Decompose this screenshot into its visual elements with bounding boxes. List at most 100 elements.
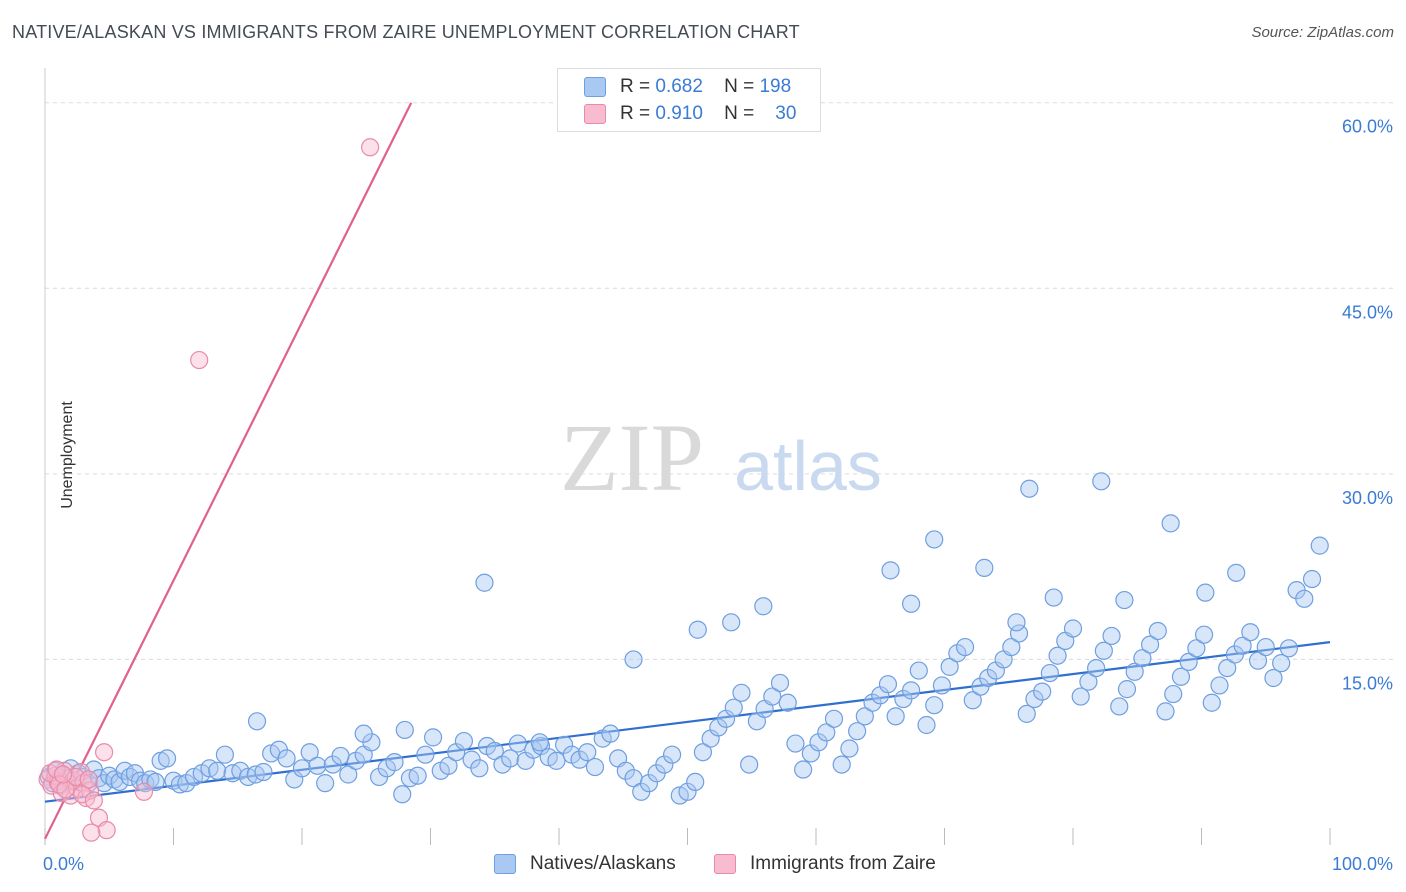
point-natives (1164, 684, 1183, 704)
trend-line-natives (44, 641, 1331, 803)
point-zaire (56, 780, 75, 799)
point-natives (639, 774, 659, 793)
point-natives (1194, 625, 1214, 644)
point-natives (601, 724, 620, 743)
point-natives (909, 661, 928, 680)
point-natives (110, 772, 129, 792)
legend-n-label: N = (724, 103, 755, 124)
source-label: Source: ZipAtlas.com (1251, 24, 1394, 41)
point-zaire (97, 821, 116, 840)
watermark-zip: ZIP (560, 404, 704, 511)
point-natives (932, 676, 952, 695)
point-natives (1025, 689, 1044, 709)
point-natives (1241, 623, 1260, 642)
point-natives (1272, 654, 1291, 673)
point-natives (863, 693, 882, 712)
legend-swatch-blue (584, 77, 606, 97)
point-natives (423, 728, 443, 747)
legend-n-label: N = (724, 76, 755, 97)
point-natives (732, 683, 751, 702)
point-natives (662, 745, 682, 764)
point-natives (1196, 583, 1215, 602)
point-natives (794, 760, 813, 779)
y-tick-label: 30.0% (1342, 488, 1393, 508)
point-zaire (79, 770, 98, 789)
x-tick-label-min: 0.0% (43, 854, 84, 874)
point-natives (454, 731, 474, 751)
point-natives (855, 707, 874, 726)
legend-r-value: 0.910 (655, 103, 703, 124)
point-natives (754, 597, 773, 616)
point-natives (881, 561, 900, 580)
point-natives (146, 772, 165, 792)
tick-labels: 15.0% 30.0% 45.0% 60.0% 0.0% 100.0% (43, 117, 1393, 874)
point-natives (1210, 676, 1229, 695)
point-natives (901, 681, 921, 700)
trend-line-zaire (44, 102, 413, 840)
point-natives (832, 755, 851, 774)
point-natives (1227, 563, 1246, 582)
legend-label-zaire: Immigrants from Zaire (750, 853, 936, 874)
point-natives (1007, 613, 1026, 632)
point-natives (975, 558, 994, 577)
point-natives (316, 774, 335, 793)
point-natives (254, 762, 273, 782)
legend-r-label: R = (620, 76, 651, 97)
point-natives (688, 620, 707, 639)
legend-item-zaire[interactable]: Immigrants from Zaire (714, 852, 936, 876)
legend-n-value: 30 (775, 103, 797, 124)
point-natives (485, 741, 504, 761)
point-natives (1044, 588, 1063, 607)
trend-lines (44, 102, 1331, 840)
point-natives (655, 755, 674, 774)
point-natives (1233, 636, 1252, 655)
legend-r-value: 0.682 (655, 76, 703, 97)
point-natives (686, 772, 705, 792)
point-natives (786, 734, 805, 753)
watermark: ZIP atlas (560, 404, 882, 511)
point-natives (1110, 697, 1129, 716)
point-natives (157, 749, 177, 768)
point-natives (215, 745, 234, 764)
point-natives (300, 743, 319, 762)
point-natives (1094, 641, 1113, 660)
point-natives (385, 753, 404, 772)
point-natives (778, 693, 797, 712)
point-natives (770, 673, 790, 693)
point-natives (1017, 704, 1036, 723)
point-natives (955, 637, 975, 657)
point-natives (809, 733, 828, 752)
point-zaire (134, 782, 154, 801)
point-natives (1033, 682, 1052, 701)
legend-item-natives[interactable]: Natives/Alaskans (494, 852, 676, 876)
point-natives (247, 712, 267, 731)
point-natives (1248, 651, 1268, 670)
point-natives (1218, 658, 1237, 678)
point-natives (416, 745, 435, 764)
point-natives (1009, 624, 1029, 643)
point-natives (1020, 479, 1039, 498)
legend-row-natives: R = 0.682 N = 198 (584, 75, 791, 99)
point-natives (1102, 626, 1121, 646)
point-natives (331, 746, 350, 766)
point-zaire (361, 138, 380, 157)
point-natives (1202, 693, 1221, 712)
legend-row-zaire: R = 0.910 N = 30 (584, 102, 796, 126)
point-natives (555, 735, 574, 754)
point-natives (616, 761, 635, 780)
point-natives (840, 739, 859, 758)
point-zaire (71, 762, 91, 782)
point-natives (1115, 590, 1134, 610)
point-natives (208, 761, 227, 780)
point-natives (1048, 646, 1067, 665)
point-natives (339, 765, 358, 784)
y-tick-label: 60.0% (1342, 117, 1393, 137)
point-natives (940, 657, 959, 676)
gridlines (45, 102, 1395, 660)
legend-swatch-pink (584, 104, 606, 124)
point-natives (547, 751, 566, 770)
point-natives (878, 675, 898, 694)
point-natives (395, 720, 414, 740)
point-natives (963, 691, 982, 710)
data-points (38, 138, 1329, 842)
